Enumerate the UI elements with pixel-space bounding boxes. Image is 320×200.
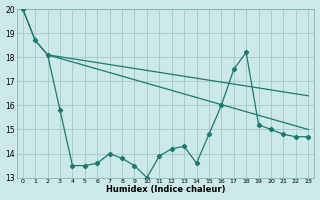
X-axis label: Humidex (Indice chaleur): Humidex (Indice chaleur): [106, 185, 225, 194]
